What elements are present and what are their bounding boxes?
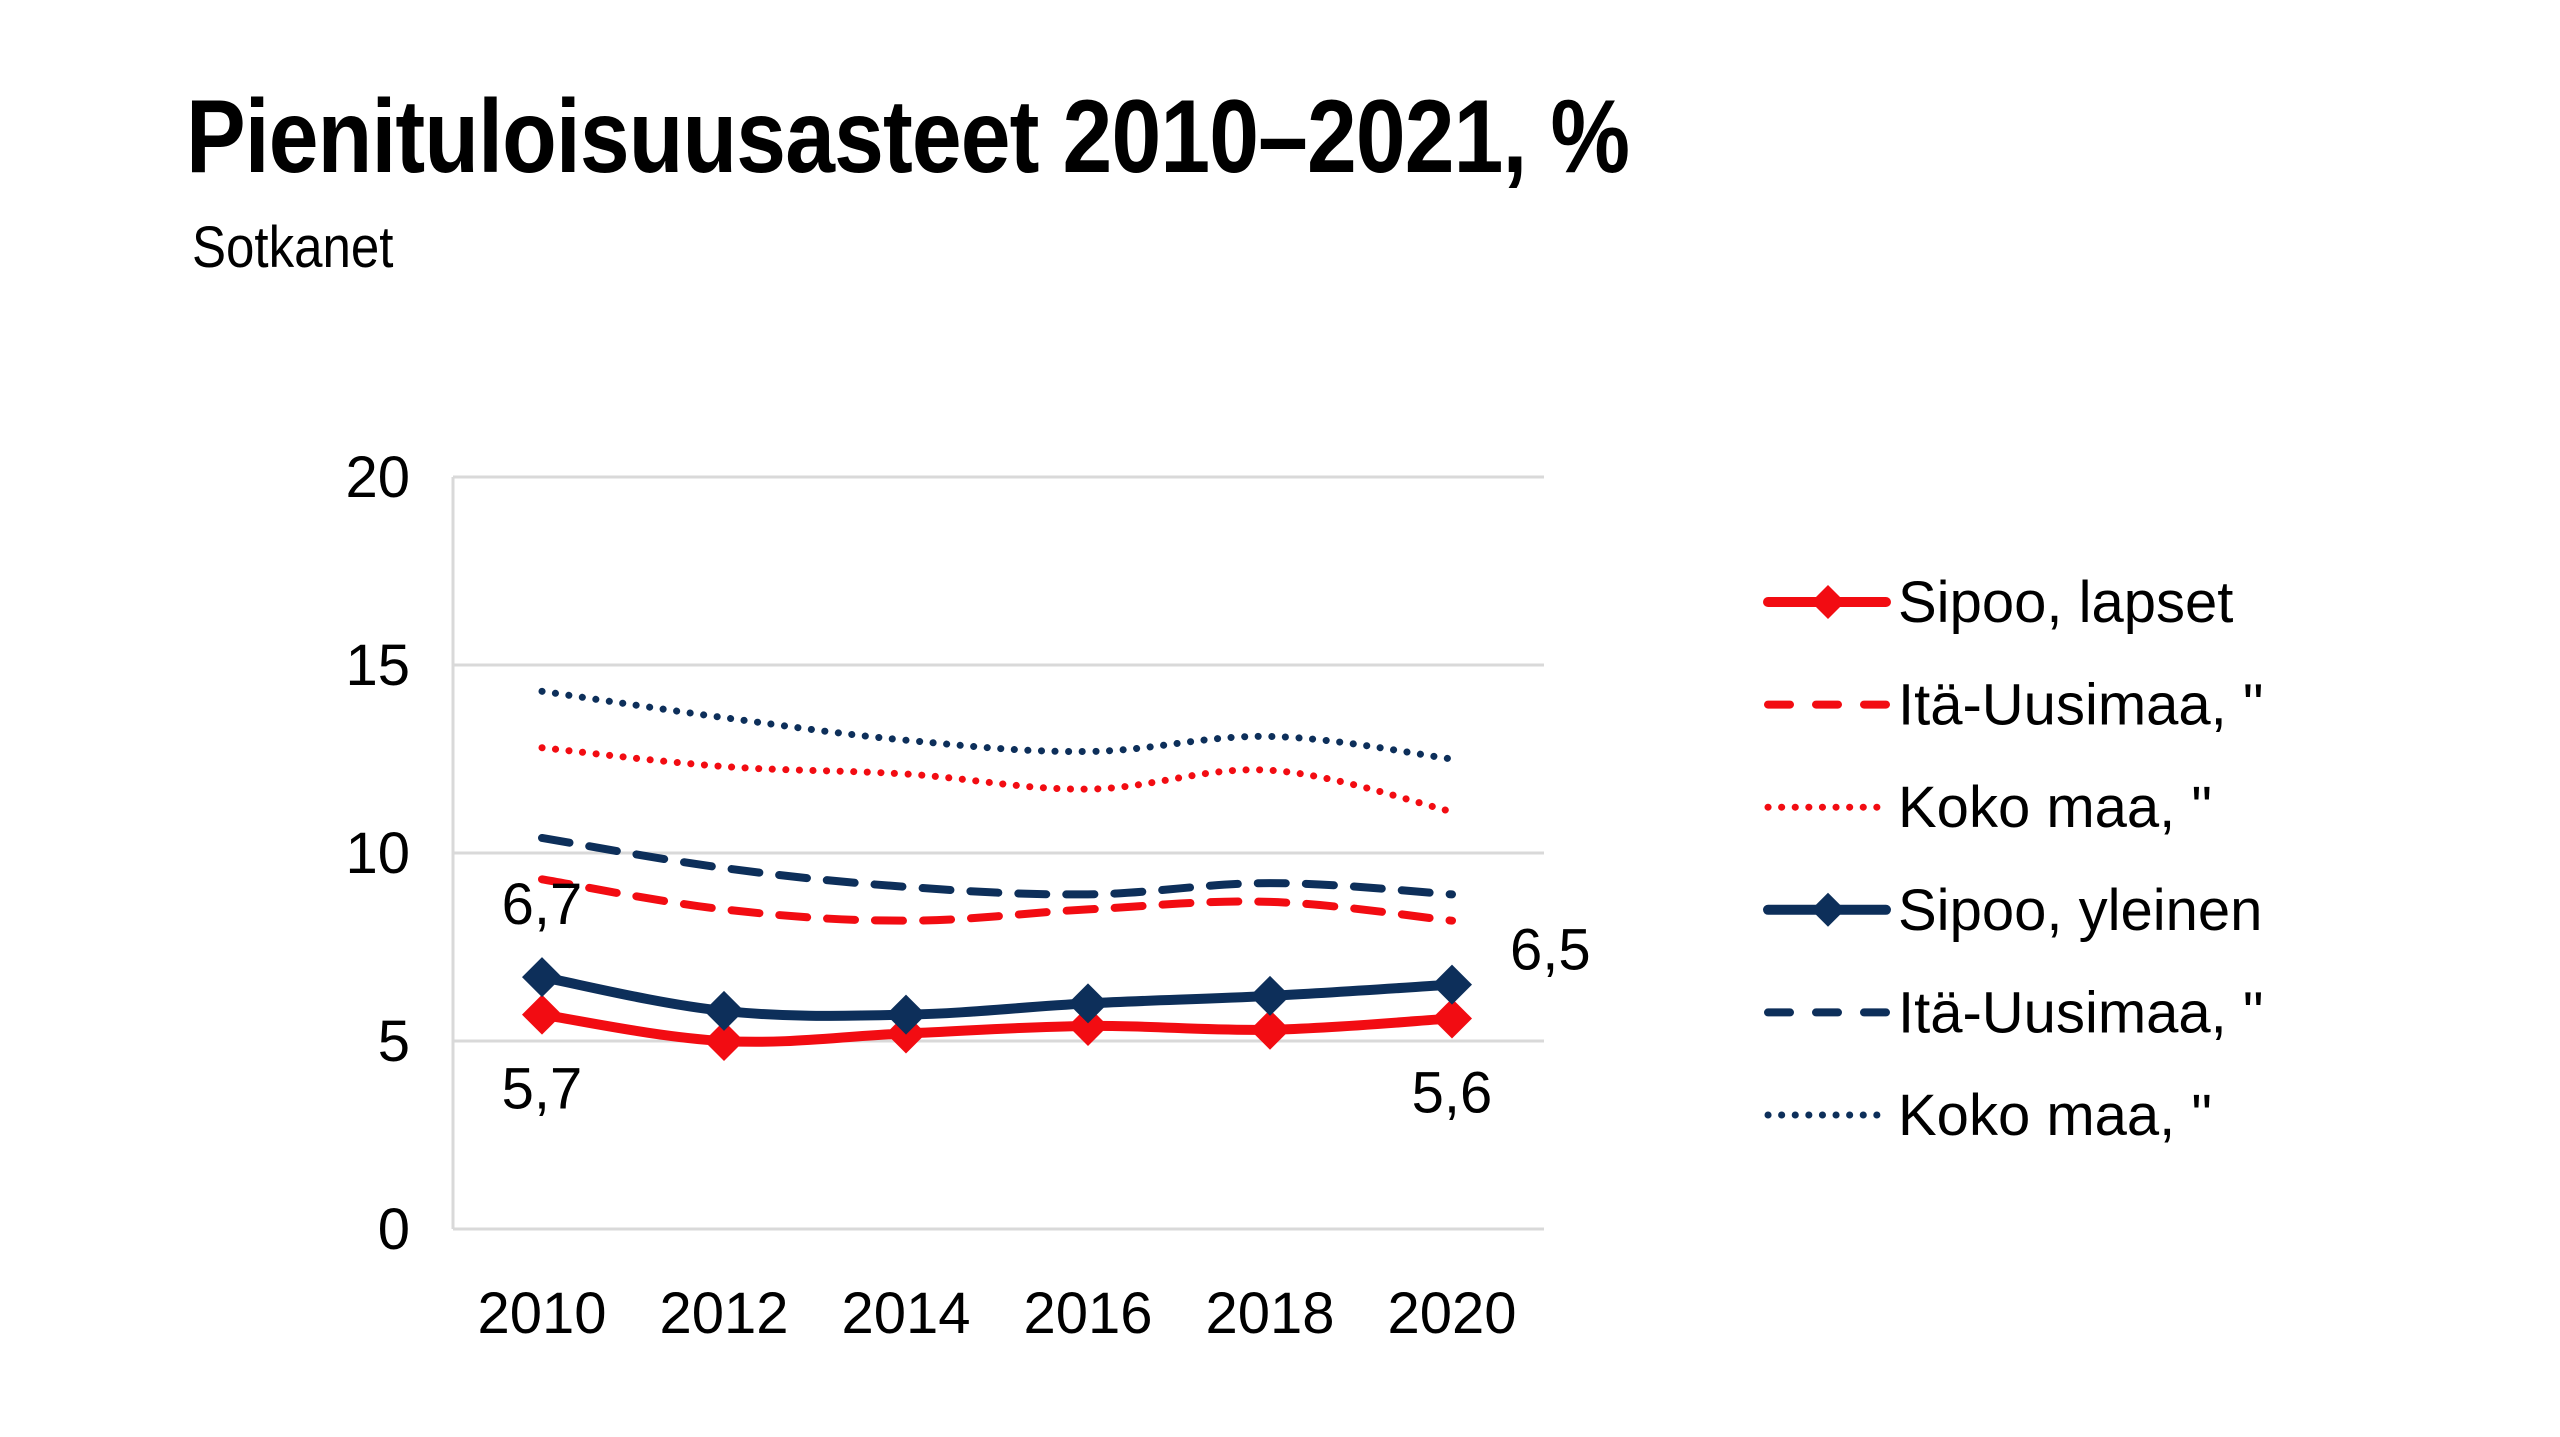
series-lines bbox=[537, 687, 1457, 1047]
legend-marker bbox=[1811, 892, 1845, 927]
data-labels: 6,7 5,7 6,5 5,6 bbox=[502, 872, 1591, 1125]
data-point-marker bbox=[522, 957, 562, 998]
y-tick-label: 15 bbox=[345, 633, 410, 698]
series-line-0 bbox=[537, 1009, 1457, 1047]
y-tick-label: 10 bbox=[345, 821, 410, 886]
gridlines bbox=[451, 475, 1544, 1231]
data-label: 6,7 bbox=[502, 872, 583, 937]
y-tick-label: 20 bbox=[345, 445, 410, 510]
chart-subtitle: Sotkanet bbox=[192, 215, 394, 280]
x-tick-label: 2020 bbox=[1387, 1281, 1516, 1346]
legend-label: Koko maa, " bbox=[1898, 775, 2212, 840]
data-point-marker bbox=[1250, 975, 1290, 1016]
legend-item: Koko maa, " bbox=[1764, 1083, 2212, 1148]
data-point-marker bbox=[1250, 1009, 1290, 1050]
data-point-marker bbox=[1068, 1005, 1108, 1046]
x-axis: 2010 2012 2014 2016 2018 2020 bbox=[477, 1281, 1516, 1346]
chart-title: Pienituloisuusasteet 2010–2021, % bbox=[186, 79, 1630, 195]
legend-item: Itä-Uusimaa, " bbox=[1764, 980, 2263, 1045]
markers bbox=[522, 957, 1472, 1061]
series-line-5 bbox=[538, 687, 1456, 763]
legend-label: Sipoo, yleinen bbox=[1898, 878, 2262, 943]
x-tick-label: 2014 bbox=[841, 1281, 970, 1346]
data-label: 6,5 bbox=[1510, 918, 1591, 983]
x-tick-label: 2010 bbox=[477, 1281, 606, 1346]
data-point-marker bbox=[1432, 998, 1472, 1039]
data-point-marker bbox=[1068, 983, 1108, 1024]
legend-item: Sipoo, lapset bbox=[1763, 570, 2233, 635]
series-line-2 bbox=[538, 744, 1456, 816]
data-point-marker bbox=[704, 990, 744, 1031]
legend-label: Itä-Uusimaa, " bbox=[1898, 673, 2263, 738]
x-tick-label: 2016 bbox=[1023, 1281, 1152, 1346]
y-tick-label: 0 bbox=[378, 1197, 410, 1262]
legend-label: Koko maa, " bbox=[1898, 1083, 2212, 1148]
legend-item: Koko maa, " bbox=[1764, 775, 2212, 840]
data-point-marker bbox=[886, 994, 926, 1035]
data-label: 5,6 bbox=[1412, 1060, 1493, 1125]
legend-label: Sipoo, lapset bbox=[1898, 570, 2233, 635]
data-label: 5,7 bbox=[502, 1057, 583, 1122]
series-line-4 bbox=[538, 833, 1456, 899]
data-point-marker bbox=[1432, 964, 1472, 1005]
series-line-1 bbox=[538, 875, 1456, 925]
y-axis: 0 5 10 15 20 bbox=[345, 445, 410, 1262]
legend: Sipoo, lapset Itä-Uusimaa, " Koko maa, " Si… bbox=[1763, 570, 2263, 1148]
legend-label: Itä-Uusimaa, " bbox=[1898, 980, 2263, 1045]
legend-item: Itä-Uusimaa, " bbox=[1764, 673, 2263, 738]
legend-item: Sipoo, yleinen bbox=[1763, 878, 2262, 943]
y-tick-label: 5 bbox=[378, 1009, 410, 1074]
data-point-marker bbox=[522, 994, 562, 1035]
series-line-3 bbox=[537, 972, 1457, 1021]
x-tick-label: 2012 bbox=[659, 1281, 788, 1346]
legend-marker bbox=[1811, 585, 1845, 619]
x-tick-label: 2018 bbox=[1205, 1281, 1334, 1346]
data-point-marker bbox=[704, 1021, 744, 1061]
